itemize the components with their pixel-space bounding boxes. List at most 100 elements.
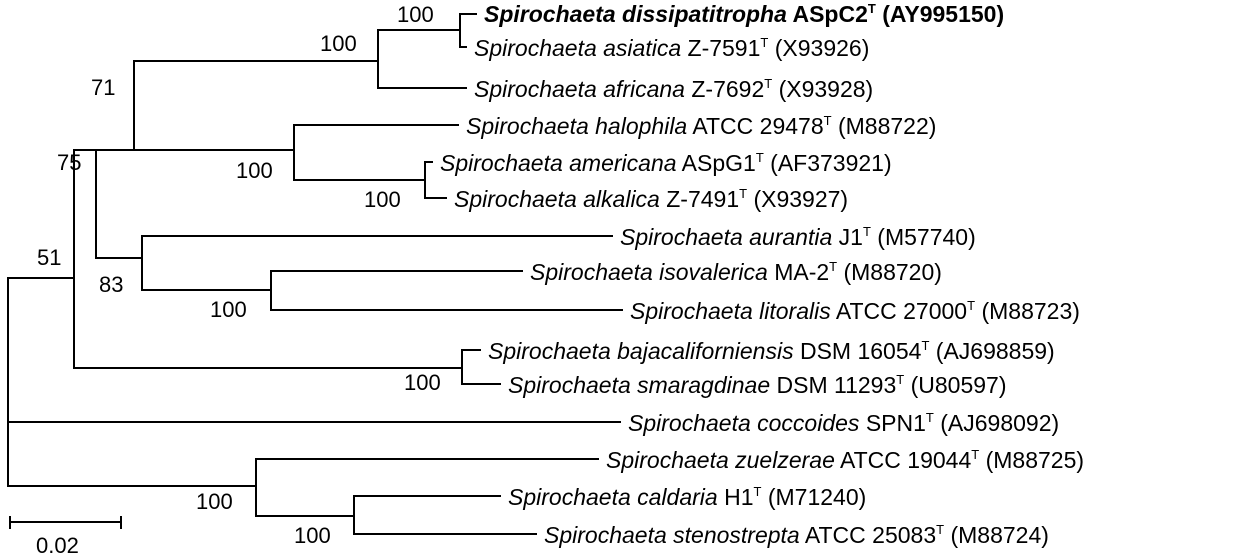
taxon-species: litoralis (759, 298, 831, 324)
type-strain-mark: T (971, 447, 979, 462)
taxon-species: smaragdinae (637, 372, 770, 398)
taxon-genus: Spirochaeta (474, 35, 597, 61)
bootstrap-label: 100 (364, 187, 401, 212)
type-strain-mark: T (896, 372, 904, 387)
taxon-label-americana: Spirochaeta americana ASpG1T (AF373921) (440, 150, 892, 176)
bootstrap-label: 71 (91, 75, 115, 100)
type-strain-mark: T (921, 338, 929, 353)
taxon-label-stenostrepta: Spirochaeta stenostrepta ATCC 25083T (M8… (544, 522, 1049, 548)
taxon-accession: (X93928) (779, 76, 874, 102)
taxon-accession: (U80597) (911, 372, 1007, 398)
taxon-species: aurantia (749, 224, 832, 250)
taxon-genus: Spirochaeta (474, 76, 597, 102)
taxon-label-dissipatitropha: Spirochaeta dissipatitropha ASpC2T (AY99… (484, 1, 1004, 27)
bootstrap-label: 100 (320, 31, 357, 56)
taxon-label-halophila: Spirochaeta halophila ATCC 29478T (M8872… (466, 113, 936, 139)
type-strain-mark: T (936, 522, 944, 537)
taxon-label-caldaria: Spirochaeta caldaria H1T (M71240) (508, 484, 866, 510)
type-strain-mark: T (926, 410, 934, 425)
bootstrap-label: 75 (57, 150, 81, 175)
taxon-accession: (M88720) (843, 259, 941, 285)
bootstrap-label: 100 (294, 523, 331, 548)
taxon-strain: DSM 16054 (800, 338, 922, 364)
taxon-species: alkalica (583, 186, 660, 212)
taxon-accession: (M71240) (768, 484, 866, 510)
type-strain-mark: T (764, 76, 772, 91)
taxon-strain: ASpG1 (682, 150, 756, 176)
taxon-strain: H1 (724, 484, 753, 510)
taxon-species: asiatica (603, 35, 681, 61)
taxon-label-asiatica: Spirochaeta asiatica Z-7591T (X93926) (474, 35, 869, 61)
bootstrap-label: 83 (99, 272, 123, 297)
taxon-genus: Spirochaeta (544, 522, 667, 548)
taxon-accession: (X93927) (753, 186, 848, 212)
bootstrap-label: 100 (236, 158, 273, 183)
taxon-label-zuelzerae: Spirochaeta zuelzerae ATCC 19044T (M8872… (606, 447, 1084, 473)
taxon-label-coccoides: Spirochaeta coccoides SPN1T (AJ698092) (628, 410, 1059, 436)
taxon-accession: (M88722) (838, 113, 936, 139)
type-strain-mark: T (753, 484, 761, 499)
taxon-genus: Spirochaeta (440, 150, 563, 176)
taxon-accession: (AY995150) (882, 1, 1004, 27)
bootstrap-label: 100 (397, 2, 434, 27)
taxon-accession: (M88723) (981, 298, 1079, 324)
taxon-genus: Spirochaeta (620, 224, 743, 250)
taxon-genus: Spirochaeta (508, 484, 631, 510)
type-strain-mark: T (756, 150, 764, 165)
taxon-genus: Spirochaeta (630, 298, 753, 324)
taxon-species: coccoides (757, 410, 860, 436)
taxon-genus: Spirochaeta (454, 186, 577, 212)
taxon-accession: (AJ698092) (940, 410, 1059, 436)
taxon-label-aurantia: Spirochaeta aurantia J1T (M57740) (620, 224, 976, 250)
type-strain-mark: T (967, 298, 975, 313)
taxon-accession: (X93926) (775, 35, 870, 61)
taxon-genus: Spirochaeta (508, 372, 631, 398)
taxon-strain: ATCC 25083 (805, 522, 936, 548)
bootstrap-label: 100 (210, 297, 247, 322)
taxon-species: zuelzerae (734, 447, 835, 473)
taxon-strain: MA-2 (774, 259, 829, 285)
type-strain-mark: T (829, 259, 837, 274)
taxon-genus: Spirochaeta (530, 259, 653, 285)
taxon-label-smaragdinae: Spirochaeta smaragdinae DSM 11293T (U805… (508, 372, 1007, 398)
taxon-strain: SPN1 (866, 410, 926, 436)
taxon-species: halophila (595, 113, 687, 139)
taxon-genus: Spirochaeta (484, 1, 616, 27)
bootstrap-label: 100 (196, 489, 233, 514)
taxon-label-litoralis: Spirochaeta litoralis ATCC 27000T (M8872… (630, 298, 1080, 324)
bootstrap-label: 51 (37, 245, 61, 270)
taxon-species: africana (603, 76, 685, 102)
taxon-species: caldaria (637, 484, 718, 510)
taxon-strain: Z-7692 (691, 76, 764, 102)
type-strain-mark: T (739, 186, 747, 201)
taxon-label-alkalica: Spirochaeta alkalica Z-7491T (X93927) (454, 186, 848, 212)
taxon-accession: (M88725) (986, 447, 1084, 473)
scale-bar-label: 0.02 (36, 533, 79, 557)
taxon-strain: DSM 11293 (777, 372, 897, 398)
taxon-label-isovalerica: Spirochaeta isovalerica MA-2T (M88720) (530, 259, 942, 285)
taxon-accession: (AF373921) (770, 150, 891, 176)
taxon-strain: ATCC 19044 (840, 447, 971, 473)
taxon-strain: J1 (839, 224, 863, 250)
taxon-species: isovalerica (659, 259, 768, 285)
type-strain-mark: T (868, 1, 876, 16)
taxon-species: stenostrepta (673, 522, 800, 548)
taxon-genus: Spirochaeta (606, 447, 729, 473)
taxon-species: americana (569, 150, 676, 176)
type-strain-mark: T (824, 113, 832, 128)
taxon-label-africana: Spirochaeta africana Z-7692T (X93928) (474, 76, 873, 102)
bootstrap-label: 100 (404, 370, 441, 395)
type-strain-mark: T (760, 35, 768, 50)
taxon-genus: Spirochaeta (628, 410, 751, 436)
taxon-strain: Z-7491 (666, 186, 739, 212)
taxon-genus: Spirochaeta (466, 113, 589, 139)
taxon-strain: ATCC 29478 (692, 113, 823, 139)
taxon-strain: Z-7591 (688, 35, 761, 61)
taxon-genus: Spirochaeta (488, 338, 611, 364)
taxon-accession: (M57740) (877, 224, 975, 250)
taxon-label-bajacaliforniensis: Spirochaeta bajacaliforniensis DSM 16054… (488, 338, 1055, 364)
taxon-strain: ASpC2 (792, 1, 867, 27)
taxon-species: dissipatitropha (622, 1, 787, 27)
